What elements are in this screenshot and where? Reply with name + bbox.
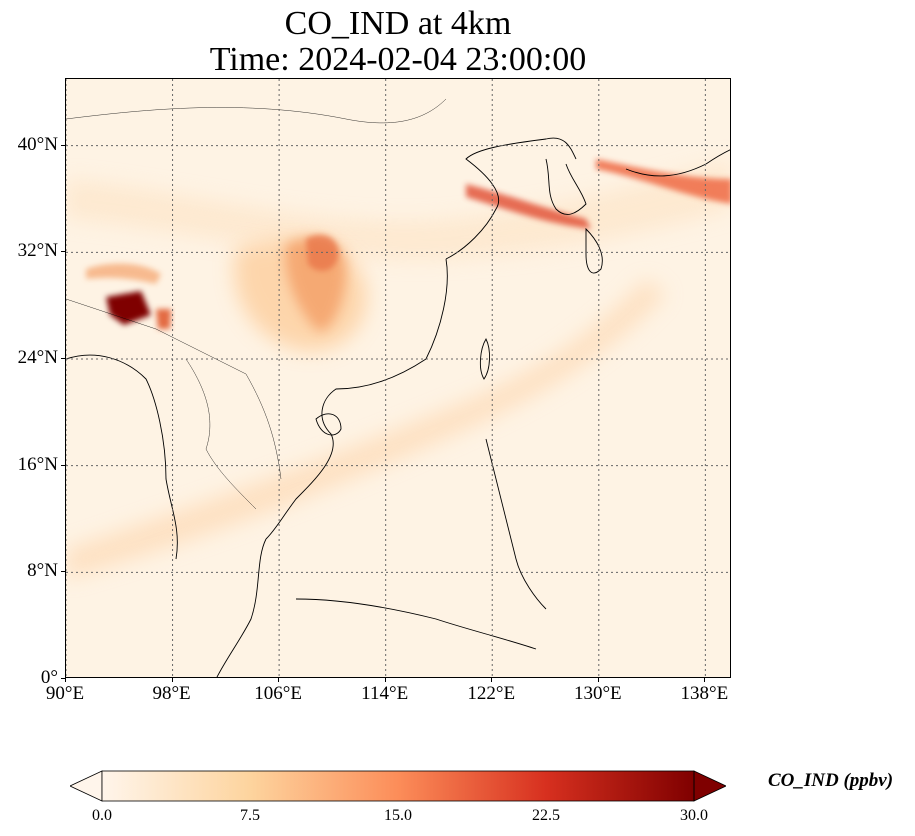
colorbar-min-extend: [70, 770, 103, 802]
map-canvas: [66, 79, 730, 677]
lat-tick-mark: [61, 571, 65, 573]
gridlines: [66, 79, 730, 677]
map-timestamp: Time: 2024-02-04 23:00:00: [209, 41, 587, 78]
lat-tick-mark: [61, 144, 65, 146]
lat-tick-label: 8°N: [27, 560, 58, 582]
lon-tick-mark: [704, 678, 706, 682]
lon-tick-mark: [171, 678, 173, 682]
colorbar-gradient: [102, 771, 694, 801]
lon-tick-label: 106°E: [254, 683, 302, 704]
lon-tick-label: 130°E: [573, 683, 622, 704]
colorbar: [70, 770, 726, 802]
colorbar-tick-label: 30.0: [680, 807, 708, 824]
country-borders: [66, 98, 447, 510]
co-plume-field: [66, 159, 730, 579]
lat-tick-label: 40°N: [17, 133, 58, 155]
colorbar-tick-label: 22.5: [532, 807, 560, 824]
lon-tick-mark: [65, 678, 66, 682]
lon-tick-label: 90°E: [45, 683, 85, 704]
lat-tick-mark: [61, 358, 65, 359]
map-plot-area: [65, 78, 731, 678]
lon-tick-label: 114°E: [361, 683, 409, 704]
lon-tick-label: 122°E: [467, 683, 516, 704]
map-title: CO_IND at 4km: [284, 5, 512, 42]
lon-tick-label: 138°E: [680, 683, 729, 704]
lon-tick-mark: [278, 678, 280, 682]
colorbar-tick-label: 0.0: [92, 807, 112, 824]
lat-tick-mark: [61, 464, 65, 466]
coastlines: [66, 137, 730, 677]
colorbar-label: CO_IND (ppbv): [768, 770, 894, 791]
lon-tick-mark: [384, 678, 386, 682]
colorbar-tick-label: 15.0: [384, 807, 412, 824]
lat-tick-label: 0°: [40, 667, 58, 688]
lon-tick-label: 98°E: [152, 683, 191, 704]
lon-tick-mark: [597, 678, 599, 682]
colorbar-max-extend: [693, 770, 726, 802]
lat-tick-label: 32°N: [17, 240, 58, 262]
lat-tick-mark: [61, 251, 65, 253]
lat-tick-label: 16°N: [17, 453, 58, 475]
lat-tick-label: 24°N: [17, 347, 58, 368]
lon-tick-mark: [491, 678, 493, 682]
colorbar-tick-label: 7.5: [240, 807, 260, 824]
lat-tick-mark: [61, 678, 65, 679]
